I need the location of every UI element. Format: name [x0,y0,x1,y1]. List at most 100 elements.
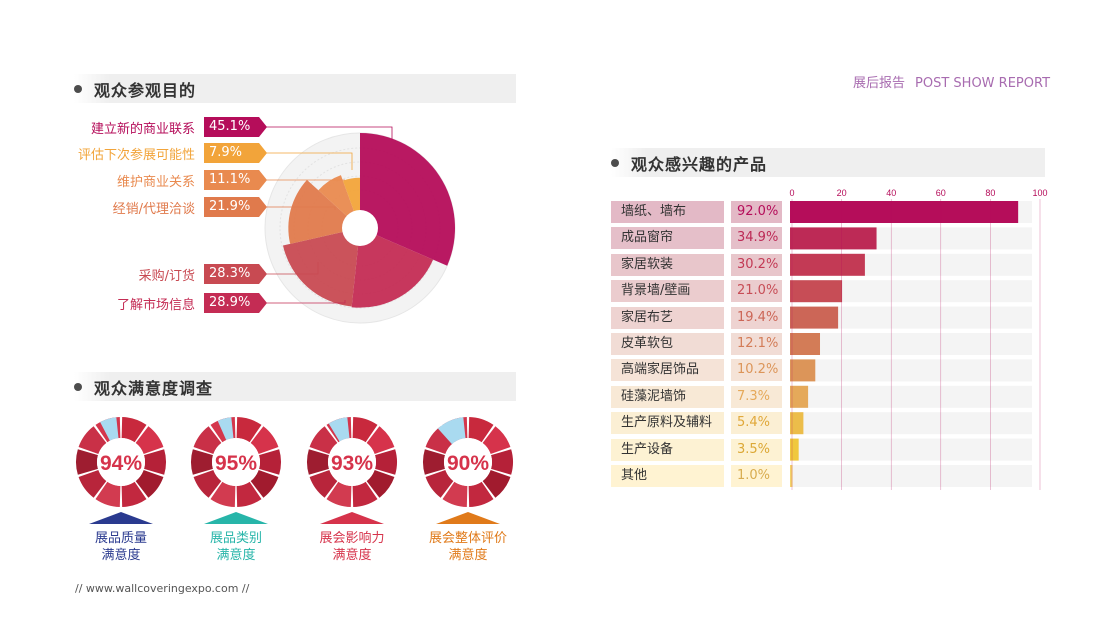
footer-url[interactable]: // www.wallcoveringexpo.com // [75,582,250,595]
purpose-value-badge: 28.9% [204,293,267,313]
product-value: 12.1% [731,333,782,355]
donut-segment [375,449,397,475]
donut-segment [236,481,262,507]
donut-segment [78,426,107,454]
rose-sector [351,228,434,308]
bar-track [790,438,1032,461]
x-tick-label: 40 [886,188,896,198]
satisfaction-label-line2: 满意度 [101,548,141,563]
satisfaction-percent: 90% [447,452,489,475]
donut-segment [482,426,511,454]
donut-segment [425,426,454,454]
donut-segment [425,470,454,498]
product-value: 7.3% [731,385,782,408]
accent-triangle [436,512,500,524]
bar-track [790,306,1032,329]
bullet-icon [611,158,619,167]
donut-segment [491,449,513,475]
donut-segment [468,417,494,443]
donut-hole [97,438,145,486]
bar [790,385,809,408]
product-value: 34.9% [731,227,782,250]
purpose-label: 建立新的商业联系 [90,122,195,137]
bar-track [790,385,1032,408]
leader-line [264,262,319,275]
bar-track [790,412,1032,435]
product-value: 1.0% [731,465,782,487]
satisfaction-donut: 94% [76,417,166,524]
donut-segment [423,449,445,475]
section-header-satisfaction: 观众满意度调查 [74,372,516,401]
donut-segment [78,470,107,498]
donut-hole [328,438,376,486]
product-label: 家居布艺 [611,306,724,329]
bar [790,412,804,435]
donut-segment [468,481,494,507]
product-label: 生产原料及辅料 [611,412,724,435]
product-value: 19.4% [731,306,782,329]
report-tag: 展后报告 POST SHOW REPORT [853,72,1060,91]
donut-segment [193,470,222,498]
product-label: 其他 [611,465,724,487]
accent-triangle [89,512,153,524]
x-tick-label: 20 [837,188,847,198]
leader-line [264,300,346,304]
donut-segment [193,426,222,454]
donut-segment [76,449,98,475]
donut-remainder [217,417,234,441]
product-label: 高端家居饰品 [611,359,724,382]
donut-segment [326,481,352,507]
product-label: 背景墙/壁画 [611,280,724,303]
product-value: 10.2% [731,359,782,382]
bar [790,465,793,487]
donut-remainder [100,417,119,441]
rose-center-hole [342,210,378,246]
donut-segment [95,481,121,507]
satisfaction-label-line1: 展会整体评价 [428,531,507,546]
donut-segment [135,470,164,498]
purpose-label: 经销/代理洽谈 [112,202,195,217]
accent-triangle [320,512,384,524]
donut-hole [212,438,260,486]
report-tag-cn: 展后报告 [853,76,906,91]
product-label: 硅藻泥墙饰 [611,385,724,408]
satisfaction-label-line1: 展品质量 [94,531,147,546]
rose-sector [282,228,360,307]
bar-track [790,333,1032,355]
purpose-label: 采购/订货 [138,269,195,284]
satisfaction-label-line1: 展品类别 [209,531,262,546]
section-title-satisfaction: 观众满意度调查 [94,378,214,398]
purpose-value-badge: 11.1% [204,170,267,190]
donut-remainder [328,417,350,442]
purpose-label: 维护商业关系 [116,175,195,190]
x-tick-label: 60 [936,188,946,198]
purpose-label: 评估下次参展可能性 [77,148,195,163]
satisfaction-label: 展会整体评价 满意度 [413,530,523,564]
satisfaction-label: 展品类别 满意度 [181,530,291,564]
purpose-value-badge: 7.9% [204,143,267,163]
product-value: 92.0% [731,201,782,223]
leader-line [264,152,353,170]
x-tick-label: 100 [1032,188,1047,198]
donut-hole [444,438,492,486]
satisfaction-percent: 93% [331,452,373,475]
donut-segment [309,426,338,454]
section-header-purpose: 观众参观目的 [74,74,516,103]
accent-triangle [204,512,268,524]
product-label: 生产设备 [611,438,724,461]
purpose-value-badge: 21.9% [204,197,267,217]
product-label: 皮革软包 [611,333,724,355]
bar [790,333,821,355]
satisfaction-label-line2: 满意度 [448,548,488,563]
bar [790,201,1019,223]
product-value: 30.2% [731,253,782,276]
leader-line [264,206,336,210]
satisfaction-percent: 94% [100,452,142,475]
bar-track [790,465,1032,487]
satisfaction-label-line2: 满意度 [332,548,372,563]
donut-segment [121,417,147,443]
donut-segment [250,470,279,498]
bar-track [790,280,1032,303]
